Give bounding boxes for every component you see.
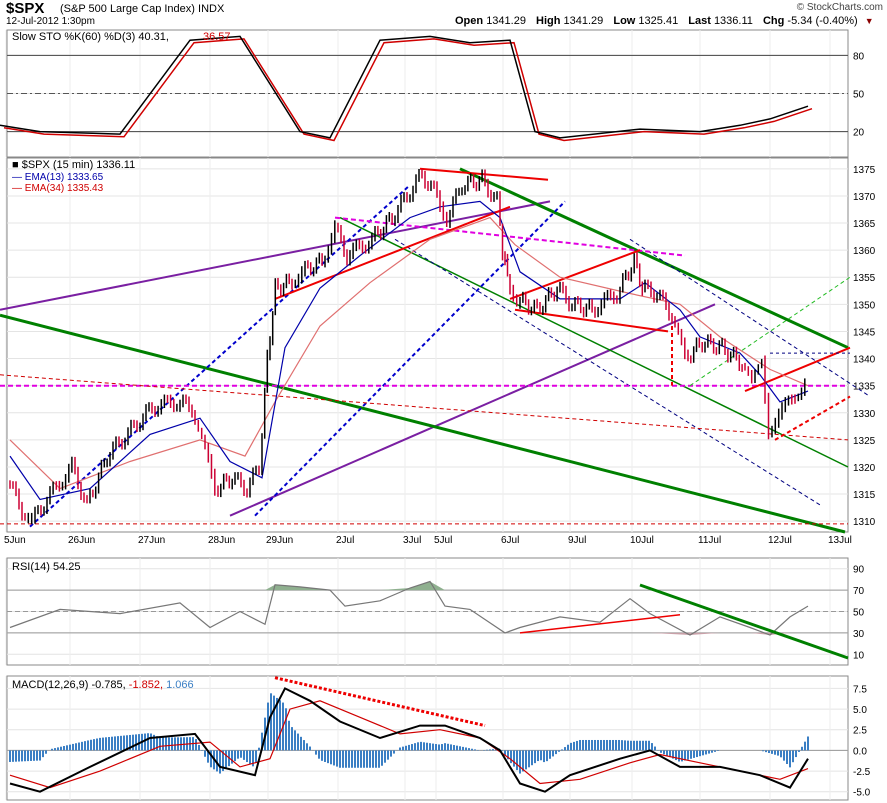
green-downtrend-long [0, 313, 846, 534]
exchange-label: INDX [198, 3, 225, 15]
blue-channel-left [29, 184, 411, 528]
y-tick-label: 50 [853, 608, 865, 619]
red-wedge-top [419, 167, 549, 181]
high-label: High [536, 15, 561, 27]
x-tick-label: 29Jun [266, 535, 293, 546]
datetime-label: 12-Jul-2012 1:30pm [6, 16, 95, 27]
y-tick-label: 5.0 [853, 705, 867, 716]
y-tick-label: -2.5 [853, 767, 871, 778]
y-tick-label: 80 [853, 51, 865, 62]
y-tick-label: 1325 [853, 436, 876, 447]
ema13-line [9, 200, 809, 501]
ema34-line [9, 216, 809, 490]
low-label: Low [613, 15, 636, 27]
macd-line [9, 687, 809, 793]
down-arrow-icon: ▼ [864, 16, 874, 26]
copyright-label: © StockCharts.com [796, 2, 883, 13]
symbol-name: (S&P 500 Large Cap Index) [60, 3, 195, 15]
y-tick-label: 1360 [853, 246, 876, 257]
y-tick-label: 90 [853, 565, 865, 576]
y-tick-label: 50 [853, 90, 865, 101]
magenta-resistance-line [334, 216, 686, 257]
sto-d-line [3, 38, 813, 142]
x-tick-label: 9Jul [568, 535, 586, 546]
purple-channel-upper [0, 200, 551, 311]
last-value: 1336.11 [713, 15, 753, 27]
symbol-title: $SPX [6, 0, 45, 17]
x-tick-label: 6Jul [501, 535, 519, 546]
y-tick-label: 30 [853, 629, 865, 640]
macd-legend: MACD(12,26,9) -0.785, -1.852, 1.066 [12, 679, 194, 691]
y-tick-label: 1365 [853, 219, 876, 230]
x-tick-label: 10Jul [630, 535, 654, 546]
ema13-legend: — EMA(13) 1333.65 [12, 172, 104, 183]
red-dashed-trend [0, 374, 849, 441]
y-tick-label: 1340 [853, 355, 876, 366]
sto-legend-k: Slow STO %K(60) %D(3) 40.31, [12, 31, 169, 43]
y-tick-label: 1350 [853, 300, 876, 311]
navy-dashed-trend-2 [629, 238, 871, 397]
green-dashed-projection [689, 276, 851, 387]
price-legend: ■ $SPX (15 min) 1336.11 [12, 159, 135, 171]
rsi-legend: RSI(14) 54.25 [12, 561, 80, 573]
open-label: Open [455, 15, 484, 27]
chg-value: -5.34 (-0.40%) [787, 15, 858, 27]
green-channel-upper [459, 167, 849, 350]
sto-legend-d: 36.57 [203, 31, 231, 43]
x-tick-label: 5Jul [434, 535, 452, 546]
y-tick-label: 1335 [853, 382, 876, 393]
y-tick-label: 1355 [853, 273, 876, 284]
x-tick-label: 2Jul [336, 535, 354, 546]
y-tick-label: 1315 [853, 490, 876, 501]
y-tick-label: 70 [853, 586, 865, 597]
sto-k-line [0, 35, 809, 139]
high-value: 1341.29 [563, 15, 604, 27]
ema34-legend: — EMA(34) 1335.43 [12, 183, 104, 194]
x-tick-label: 26Jun [68, 535, 95, 546]
y-tick-label: 20 [853, 128, 865, 139]
macd-signal-line [9, 700, 809, 789]
red-flag-lower [774, 395, 851, 441]
open-value: 1341.29 [486, 15, 526, 27]
y-tick-label: 0.0 [853, 746, 867, 757]
y-tick-label: 2.5 [853, 726, 867, 737]
green-downtrend-long-extension [639, 583, 849, 660]
last-label: Last [688, 15, 711, 27]
x-tick-label: 5Jun [4, 535, 26, 546]
x-tick-label: 12Jul [768, 535, 792, 546]
macd-red-divergence-line [274, 676, 486, 728]
red-triangle-upper [509, 249, 641, 300]
y-tick-label: 1330 [853, 409, 876, 420]
y-tick-label: 1345 [853, 327, 876, 338]
chg-label: Chg [762, 15, 785, 27]
green-channel-lower [339, 216, 849, 468]
x-tick-label: 11Jul [698, 535, 721, 546]
y-tick-label: 10 [853, 650, 865, 661]
quote-bar: Open 1341.29 High 1341.29 Low 1325.41 La… [455, 15, 874, 27]
red-wedge-lower [274, 205, 511, 300]
purple-channel-lower [229, 303, 716, 517]
y-tick-label: -5.0 [853, 788, 871, 799]
y-tick-label: 1320 [853, 463, 876, 474]
red-flag-upper [744, 346, 851, 393]
y-tick-label: 7.5 [853, 684, 867, 695]
rsi-line [9, 580, 809, 636]
low-value: 1325.41 [638, 15, 679, 27]
x-tick-label: 28Jun [208, 535, 235, 546]
symbol-description: (S&P 500 Large Cap Index) INDX [60, 3, 224, 15]
x-tick-label: 13Jul [828, 535, 852, 546]
y-tick-label: 1375 [853, 165, 876, 176]
y-tick-label: 1370 [853, 192, 876, 203]
x-tick-label: 27Jun [138, 535, 165, 546]
y-tick-label: 1310 [853, 517, 876, 528]
x-tick-label: 3Jul [403, 535, 421, 546]
rsi-red-trendline [519, 613, 681, 634]
